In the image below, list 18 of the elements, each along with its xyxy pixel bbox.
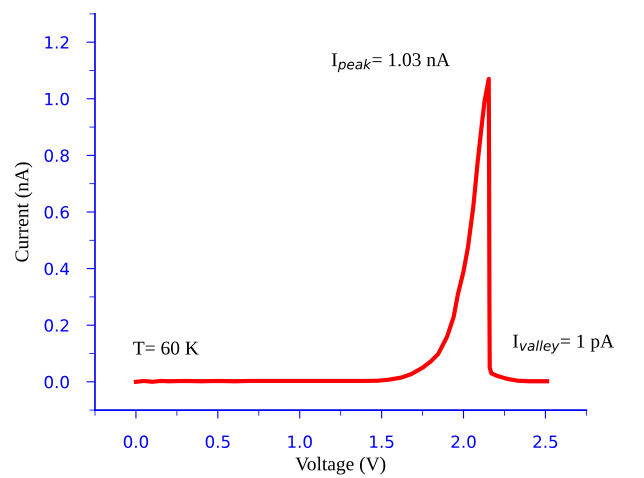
annotation: T= 60 K xyxy=(133,342,199,355)
x-tick-label: 0.5 xyxy=(206,435,230,448)
x-tick-label: 2.5 xyxy=(533,435,558,448)
x-tick-label: 2.0 xyxy=(451,435,476,448)
y-tick-label: 0.0 xyxy=(44,376,69,388)
x-tick-label: 1.5 xyxy=(370,436,394,448)
annotation: I$_{peak}$= 1.03 nA xyxy=(332,53,450,72)
y-tick-label: 0.2 xyxy=(44,319,68,332)
x-tick-label: 0.0 xyxy=(124,435,148,448)
y-tick-label: 1.2 xyxy=(45,36,68,48)
y-tick-label: 0.8 xyxy=(44,149,69,162)
y-tick-label: 0.6 xyxy=(44,206,69,219)
y-tick-label: 0.4 xyxy=(44,262,70,276)
annotation: I$_{valley}$= 1 pA xyxy=(513,334,614,354)
x-tick-label: 1.0 xyxy=(288,435,312,448)
y-tick-label: 1.0 xyxy=(45,92,69,106)
x-axis-title: Voltage (V) xyxy=(295,456,386,474)
y-axis-title: Current (nA) xyxy=(14,162,32,262)
